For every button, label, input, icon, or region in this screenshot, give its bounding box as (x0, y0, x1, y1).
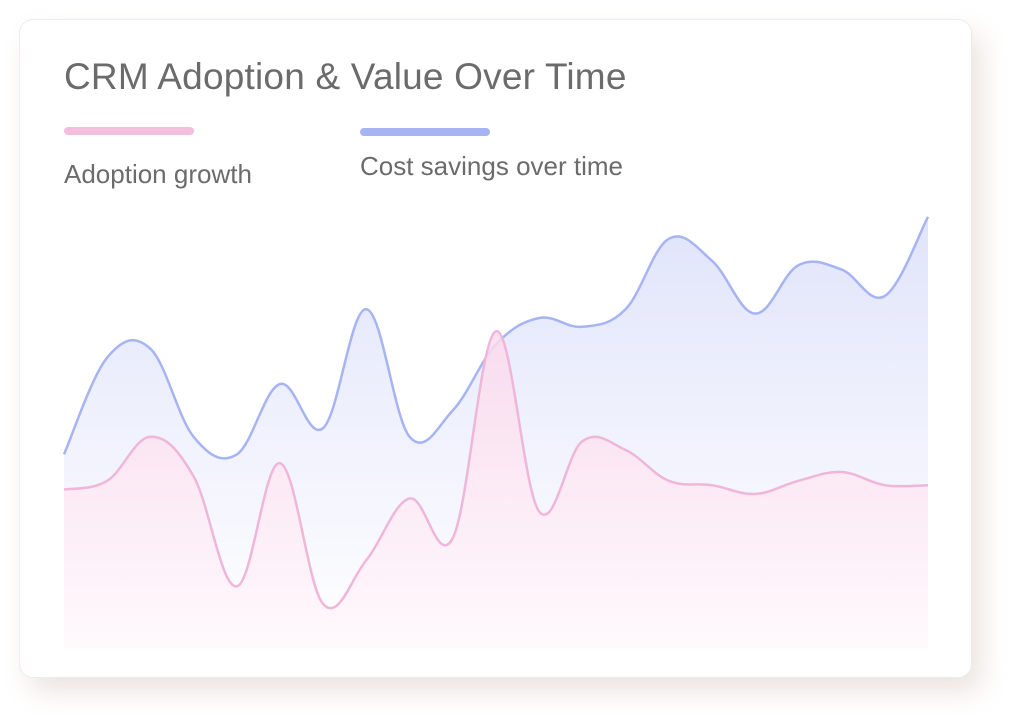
area-fill-adoption (64, 331, 928, 648)
legend-label-savings: Cost savings over time (360, 151, 623, 181)
chart-title: CRM Adoption & Value Over Time (64, 56, 627, 97)
legend-swatch-adoption (64, 127, 194, 135)
legend-label-adoption: Adoption growth (64, 159, 252, 189)
chart-card: CRM Adoption & Value Over Time Adoption … (19, 19, 972, 678)
series-line-savings (62, 216, 930, 460)
area-chart (62, 216, 930, 649)
series-line-adoption (63, 329, 929, 610)
legend-swatch-savings (360, 128, 490, 136)
